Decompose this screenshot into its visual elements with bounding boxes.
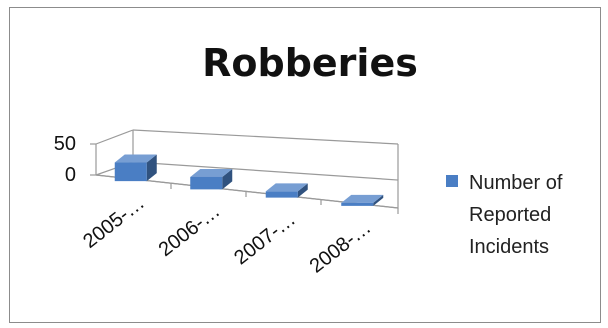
bar-front bbox=[341, 202, 374, 206]
bar-front bbox=[265, 191, 298, 198]
bar-side bbox=[222, 168, 233, 190]
bar-side bbox=[373, 194, 384, 206]
gridline-50 bbox=[132, 129, 399, 145]
y-tick-label-50: 50 bbox=[54, 133, 76, 155]
bar-side bbox=[297, 183, 308, 198]
bar-top bbox=[114, 154, 157, 163]
legend-swatch bbox=[446, 175, 458, 187]
bar-top bbox=[341, 194, 384, 203]
gridline-50-side bbox=[95, 129, 134, 145]
bar-front bbox=[190, 176, 223, 190]
x-tick-label-4: 2008-… bbox=[306, 216, 376, 277]
bar-side bbox=[146, 154, 157, 182]
y-tick-label-0: 0 bbox=[65, 164, 76, 186]
bar-3 bbox=[265, 183, 308, 198]
x-tick-label-3: 2007-… bbox=[230, 208, 300, 269]
legend-line-2: Reported bbox=[469, 204, 551, 226]
bar-4 bbox=[341, 194, 384, 206]
chart-frame bbox=[9, 7, 601, 323]
legend-line-3: Incidents bbox=[469, 236, 549, 258]
x-tick-label-2: 2006-… bbox=[155, 200, 225, 261]
bar-2 bbox=[190, 168, 233, 190]
bar-top bbox=[265, 183, 308, 192]
bar-1 bbox=[114, 154, 157, 182]
bar-top bbox=[190, 168, 233, 177]
x-tick-label-1: 2005-… bbox=[79, 192, 149, 253]
bar-front bbox=[114, 162, 147, 182]
legend-line-1: Number of bbox=[469, 172, 563, 194]
chart-title: Robberies bbox=[202, 41, 418, 85]
